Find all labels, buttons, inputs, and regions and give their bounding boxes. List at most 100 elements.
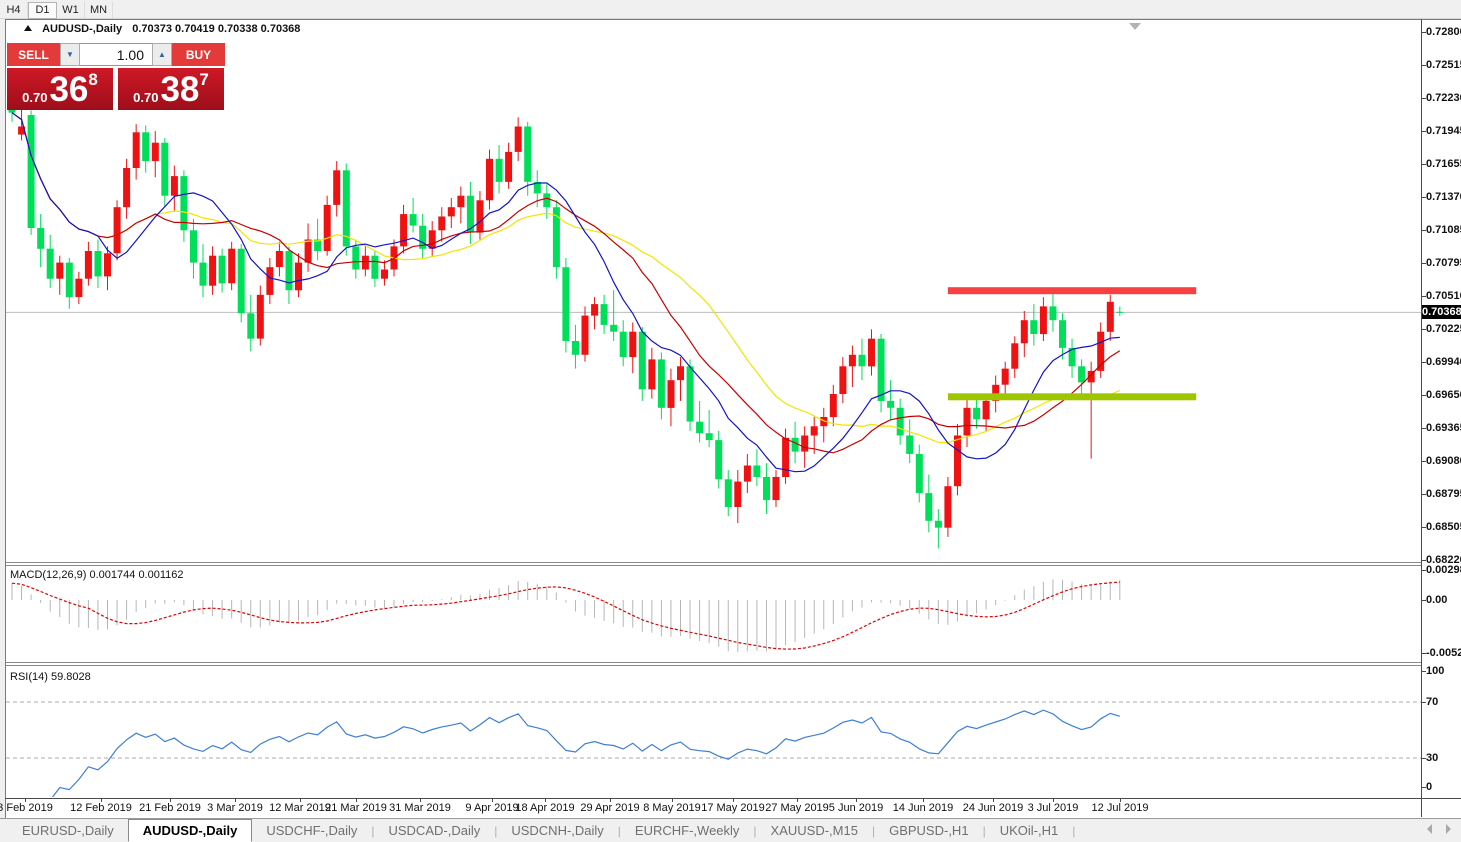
price-axis-label: 0.71945 (1426, 125, 1461, 137)
price-axis-label: 0.72515 (1426, 59, 1461, 71)
date-axis-label[interactable]: 14 Jun 2019 (892, 802, 954, 814)
rsi-value: 59.8028 (50, 671, 91, 683)
symbol-tab-usdcnh[interactable]: USDCNH-,Daily (511, 822, 604, 838)
date-axis-label[interactable]: 9 Apr 2019 (465, 802, 519, 814)
macd-tick (1422, 600, 1426, 601)
rsi-name: RSI(14) (10, 671, 48, 683)
date-tick (1053, 799, 1054, 802)
macd-axis-label: 0.002984 (1426, 564, 1461, 576)
tab-separator: | (1072, 823, 1076, 838)
date-axis-label[interactable]: 31 Mar 2019 (389, 802, 451, 814)
date-axis-label[interactable]: 5 Jun 2019 (828, 802, 884, 814)
tab-separator: | (371, 823, 375, 838)
ma-fast-line (11, 112, 1120, 473)
timeframe-button-d1[interactable]: D1 (28, 2, 57, 19)
chart-shift-triangle-icon[interactable] (1129, 23, 1141, 30)
rsi-axis-label: 0 (1426, 781, 1433, 793)
date-axis-label[interactable]: 12 Jul 2019 (1091, 802, 1149, 814)
sell-button[interactable]: SELL (7, 43, 60, 66)
rsi-tick (1422, 758, 1426, 759)
price-tick (1422, 329, 1426, 330)
date-tick (545, 799, 546, 802)
date-axis-label[interactable]: 21 Mar 2019 (325, 802, 387, 814)
rsi-line (51, 709, 1120, 797)
price-tick (1422, 197, 1426, 198)
date-axis[interactable]: 3 Feb 2019 12 Feb 2019 21 Feb 2019 3 Mar… (0, 799, 1421, 816)
symbol-tab-usdchf[interactable]: USDCHF-,Daily (266, 822, 358, 838)
volume-decrease-button[interactable]: ▼ (60, 43, 80, 66)
macd-signal-value: 0.001162 (138, 569, 184, 581)
sell-price-panel[interactable]: 0.70 36 8 (7, 68, 113, 110)
date-axis-label[interactable]: 21 Feb 2019 (139, 802, 201, 814)
chart-window (5, 19, 1461, 842)
symbol-tab-eurchf[interactable]: EURCHF-,Weekly (634, 822, 740, 838)
symbol-tab-xauusd[interactable]: XAUUSD-,M15 (770, 822, 858, 838)
tab-separator: | (753, 823, 757, 838)
price-tick (1422, 98, 1426, 99)
collapse-triangle-icon[interactable] (24, 25, 32, 32)
tab-scroll-right-icon[interactable] (1446, 824, 1451, 834)
date-axis-label[interactable]: 3 Jul 2019 (1027, 802, 1079, 814)
date-axis-separator (5, 798, 1461, 799)
date-axis-label[interactable]: 17 May 2019 (701, 802, 765, 814)
date-tick (610, 799, 611, 802)
date-tick (993, 799, 994, 802)
price-tick (1422, 263, 1426, 264)
date-axis-label[interactable]: 8 May 2019 (643, 802, 701, 814)
support-band[interactable] (947, 393, 1197, 401)
symbol-tab-eurusd[interactable]: EURUSD-,Daily (22, 822, 114, 838)
macd-histogram (11, 579, 1121, 653)
candlestick-series (8, 103, 1124, 549)
timeframe-button-w1[interactable]: W1 (57, 2, 85, 18)
date-axis-label[interactable]: 3 Mar 2019 (207, 802, 263, 814)
ma-slow-line (11, 112, 1121, 444)
rsi-tick (1422, 671, 1426, 672)
rsi-label: RSI(14) 59.8028 (10, 671, 91, 683)
price-axis-label: 0.70795 (1426, 257, 1461, 269)
date-tick (235, 799, 236, 802)
date-tick (356, 799, 357, 802)
buy-button[interactable]: BUY (172, 43, 225, 66)
sell-price-sup: 8 (88, 70, 98, 89)
price-axis-separator (1421, 19, 1422, 817)
price-macd-divider[interactable] (6, 562, 1421, 566)
volume-increase-button[interactable]: ▲ (152, 43, 172, 66)
timeframe-button-h4[interactable]: H4 (0, 2, 28, 18)
date-axis-label[interactable]: 29 Apr 2019 (580, 802, 640, 814)
buy-price-panel[interactable]: 0.70 38 7 (118, 68, 224, 110)
macd-axis-label: -0.005256 (1426, 647, 1461, 659)
buy-price-prefix: 0.70 (133, 90, 159, 105)
resistance-band[interactable] (947, 287, 1197, 295)
timeframe-button-mn[interactable]: MN (85, 2, 113, 18)
date-axis-label[interactable]: 24 Jun 2019 (962, 802, 1024, 814)
date-tick (101, 799, 102, 802)
tab-scroll-left-icon[interactable] (1427, 824, 1432, 834)
price-axis-label: 0.69365 (1426, 422, 1461, 434)
symbol-tab-gbpusd[interactable]: GBPUSD-,H1 (889, 822, 969, 838)
one-click-trading-widget: SELL ▼ ▲ BUY 0.70 36 8 0.70 38 7 (7, 43, 228, 110)
date-axis-label[interactable]: 27 May 2019 (765, 802, 829, 814)
price-tick (1422, 428, 1426, 429)
symbol-tab-audusd[interactable]: AUDUSD-,Daily (127, 819, 253, 842)
rsi-axis-label: 30 (1426, 752, 1439, 764)
price-axis-label: 0.71085 (1426, 224, 1461, 236)
date-axis-label[interactable]: 18 Apr 2019 (515, 802, 575, 814)
price-axis-label: 0.71655 (1426, 158, 1461, 170)
symbol-tab-ukoil[interactable]: UKOil-,H1 (999, 822, 1059, 838)
price-tick (1422, 32, 1426, 33)
symbol-tab-usdcad[interactable]: USDCAD-,Daily (388, 822, 481, 838)
date-axis-label[interactable]: 3 Feb 2019 (0, 802, 53, 814)
date-axis-label[interactable]: 12 Feb 2019 (70, 802, 132, 814)
price-tick (1422, 131, 1426, 132)
tab-separator: | (617, 823, 621, 838)
rsi-axis-label: 100 (1426, 665, 1445, 677)
macd-rsi-divider[interactable] (6, 662, 1421, 666)
date-axis-label[interactable]: 12 Mar 2019 (269, 802, 331, 814)
date-tick (923, 799, 924, 802)
macd-name: MACD(12,26,9) (10, 569, 87, 581)
volume-input[interactable] (80, 43, 152, 66)
